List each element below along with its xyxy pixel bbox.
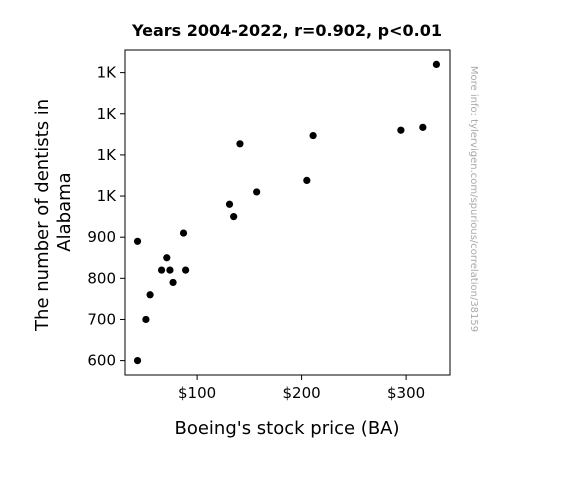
x-tick-label: $300 — [387, 384, 425, 402]
y-axis: 600 700 800 900 1K 1K 1K 1K — [87, 64, 125, 370]
y-tick-label: 1K — [97, 146, 118, 164]
data-point — [309, 131, 317, 140]
data-point — [253, 188, 261, 196]
data-point — [182, 266, 190, 274]
y-axis-label-line-2: Alabama — [54, 172, 75, 251]
data-point — [230, 213, 238, 221]
data-point — [133, 357, 142, 365]
y-tick-label: 900 — [87, 228, 116, 246]
y-tick-label: 1K — [97, 64, 118, 82]
chart-title: Years 2004-2022, r=0.902, p<0.01 — [131, 21, 442, 40]
y-axis-label-line-1: The number of dentists in — [32, 99, 53, 332]
data-point — [303, 176, 311, 185]
plot-area — [124, 49, 451, 376]
data-point — [432, 60, 441, 68]
data-point — [225, 200, 234, 208]
plot-frame — [124, 49, 451, 376]
data-point — [166, 266, 174, 274]
data-point — [142, 315, 150, 324]
y-tick-label: 1K — [97, 187, 118, 205]
y-tick-label: 600 — [87, 352, 116, 370]
y-tick-label: 800 — [87, 269, 116, 287]
data-points — [133, 60, 441, 365]
source-watermark: More info: tylervigen.com/spurious/corre… — [468, 66, 479, 332]
x-tick-label: $200 — [283, 384, 321, 402]
data-point — [157, 266, 166, 274]
y-axis-label: The number of dentists in Alabama — [32, 93, 75, 332]
x-tick-label: $100 — [178, 384, 216, 402]
data-point — [169, 278, 177, 287]
y-tick-label: 1K — [97, 105, 118, 123]
data-point — [179, 229, 188, 237]
data-point — [236, 140, 244, 148]
data-point — [146, 291, 154, 299]
data-point — [133, 237, 142, 245]
data-point — [163, 254, 171, 262]
data-point — [397, 126, 405, 134]
x-axis-label: Boeing's stock price (BA) — [174, 418, 399, 439]
data-point — [419, 123, 427, 131]
x-axis: $100 $200 $300 — [178, 375, 425, 402]
y-tick-label: 700 — [87, 310, 116, 328]
